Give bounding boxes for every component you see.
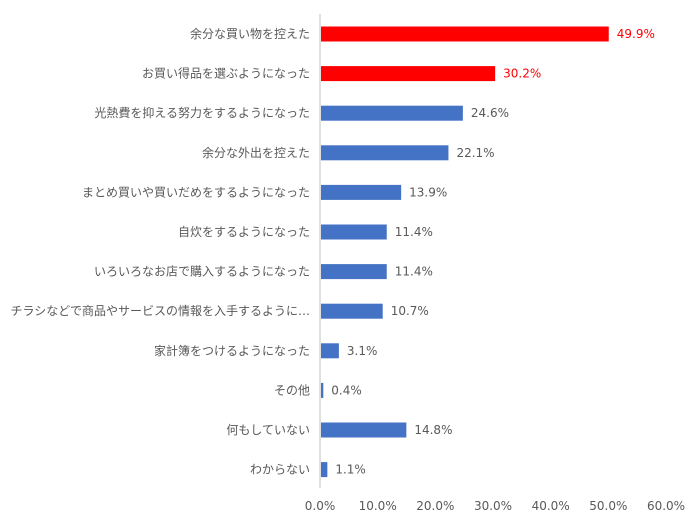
value-label: 30.2%: [503, 67, 541, 81]
bar: [321, 422, 407, 438]
category-label: 自炊をするようになった: [178, 225, 310, 239]
value-label: 1.1%: [335, 463, 366, 477]
value-label: 14.8%: [414, 423, 452, 437]
category-label: わからない: [250, 463, 310, 477]
bar: [321, 224, 387, 240]
value-label: 11.4%: [395, 225, 433, 239]
category-label: 家計簿をつけるようになった: [154, 343, 310, 358]
bar: [321, 26, 609, 42]
axis-layer: 0.0% 10.0% 20.0% 30.0% 40.0% 50.0% 60.0%: [305, 14, 685, 513]
category-label: お買い得品を選ぶようになった: [142, 66, 310, 81]
category-label: 何もしていない: [226, 423, 310, 437]
category-label: 余分な買い物を控えた: [190, 26, 310, 41]
bar: [321, 382, 324, 398]
bar: [321, 303, 383, 319]
value-label: 24.6%: [471, 106, 509, 120]
bar: [321, 105, 463, 121]
value-label: 3.1%: [347, 344, 378, 358]
value-label: 11.4%: [395, 265, 433, 279]
x-tick-label: 0.0%: [305, 499, 336, 513]
value-label: 49.9%: [617, 27, 655, 41]
category-label: いろいろなお店で購入するようになった: [94, 265, 310, 279]
bars-layer: [321, 26, 609, 478]
bar: [321, 66, 496, 82]
bar: [321, 462, 328, 478]
category-label: チラシなどで商品やサービスの情報を入手するように…: [10, 303, 310, 318]
x-tick-label: 20.0%: [416, 499, 454, 513]
value-label: 10.7%: [391, 304, 429, 318]
value-label: 13.9%: [409, 185, 447, 199]
category-label: まとめ買いや買いだめをするようになった: [82, 185, 310, 199]
category-label: 余分な外出を控えた: [202, 145, 310, 160]
bar: [321, 264, 387, 280]
bar: [321, 145, 449, 161]
bar: [321, 343, 339, 359]
x-tick-label: 40.0%: [532, 499, 570, 513]
x-tick-label: 60.0%: [647, 499, 685, 513]
x-tick-label: 10.0%: [359, 499, 397, 513]
value-label: 0.4%: [331, 383, 362, 397]
category-label: その他: [274, 383, 310, 397]
value-label: 22.1%: [456, 146, 494, 160]
x-tick-label: 50.0%: [589, 499, 627, 513]
labels-layer: 余分な買い物を控えた 49.9% お買い得品を選ぶようになった 30.2% 光熱費を抑え…: [10, 26, 654, 477]
bar: [321, 184, 402, 200]
category-label: 光熱費を抑える努力をするようになった: [94, 105, 310, 120]
x-tick-label: 30.0%: [474, 499, 512, 513]
